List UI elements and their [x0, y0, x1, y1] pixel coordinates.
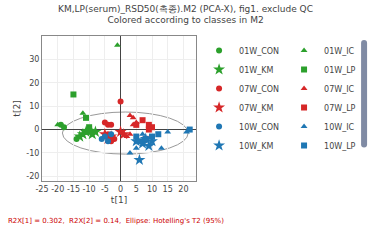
svg-text:10W_CON: 10W_CON: [239, 123, 279, 132]
svg-text:20: 20: [29, 79, 39, 88]
svg-text:-20: -20: [51, 185, 64, 194]
svg-text:-5: -5: [101, 185, 109, 194]
svg-text:-25: -25: [35, 185, 48, 194]
svg-text:10: 10: [147, 185, 157, 194]
svg-text:-10: -10: [26, 149, 39, 158]
svg-text:07W_LP: 07W_LP: [324, 104, 356, 113]
svg-text:-10: -10: [83, 185, 96, 194]
svg-text:t[2]: t[2]: [12, 100, 22, 116]
svg-text:01W_CON: 01W_CON: [239, 47, 279, 56]
svg-text:07W_IC: 07W_IC: [324, 85, 354, 94]
svg-text:10W_LP: 10W_LP: [324, 142, 356, 151]
svg-text:30: 30: [29, 55, 39, 64]
svg-text:01W_LP: 01W_LP: [324, 66, 356, 75]
svg-text:-20: -20: [26, 172, 39, 181]
svg-text:07W_KM: 07W_KM: [239, 104, 273, 113]
svg-text:5: 5: [134, 185, 139, 194]
svg-text:01W_KM: 01W_KM: [239, 66, 273, 75]
svg-text:0: 0: [34, 125, 39, 134]
svg-text:R2X[1] = 0.302, R2X[2] = 0.14: R2X[1] = 0.302, R2X[2] = 0.14, Ellipse: …: [8, 217, 224, 225]
svg-text:-15: -15: [67, 185, 80, 194]
svg-text:0: 0: [118, 185, 123, 194]
svg-text:KM,LP(serum)_RSD50(촉종).M2 (PCA: KM,LP(serum)_RSD50(촉종).M2 (PCA-X), fig1.…: [58, 4, 313, 26]
svg-text:10W_KM: 10W_KM: [239, 142, 273, 151]
svg-text:t[1]: t[1]: [111, 195, 127, 205]
svg-text:10W_IC: 10W_IC: [324, 123, 354, 132]
svg-text:15: 15: [163, 185, 173, 194]
svg-text:07W_CON: 07W_CON: [239, 85, 279, 94]
svg-text:20: 20: [178, 185, 188, 194]
svg-text:01W_IC: 01W_IC: [324, 47, 354, 56]
svg-text:10: 10: [29, 102, 39, 111]
